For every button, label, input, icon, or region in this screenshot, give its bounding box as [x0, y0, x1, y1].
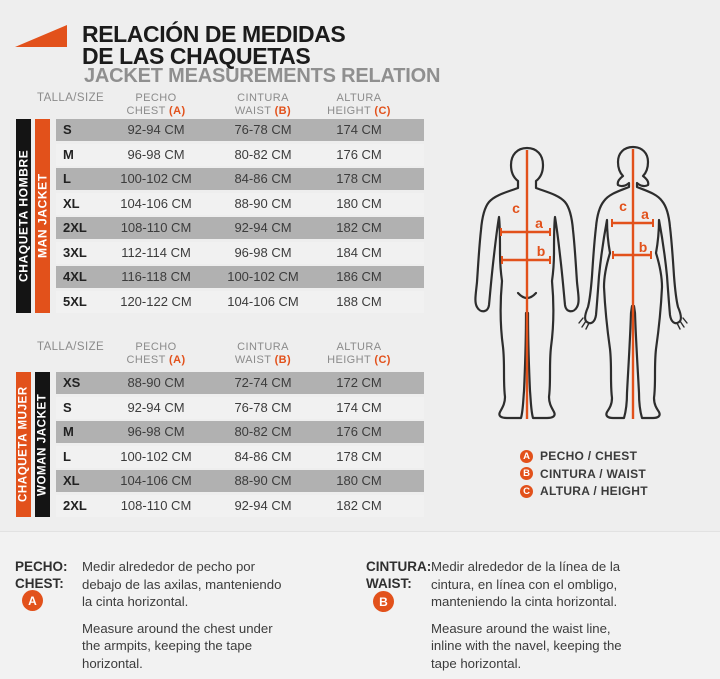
chest-badge-a-icon: A: [22, 590, 43, 611]
legend-badge-a-icon: A: [520, 449, 533, 463]
female-measure-lines: c a b: [611, 149, 654, 419]
column-header-size: TALLA/SIZE: [37, 341, 105, 353]
waist-text-es: Medir alrededor de la línea de la cintur…: [431, 559, 621, 609]
legend-badge-c-icon: C: [520, 484, 533, 498]
legend-badge-b-icon: B: [520, 467, 533, 480]
men-size-table: S 92-94 CM 76-78 CM 174 CM M 96-98 CM 80-82 C…: [56, 119, 424, 313]
men-strip-man-jacket: MAN JACKET: [35, 119, 50, 313]
legend-item-height: C ALTURA / HEIGHT: [520, 484, 648, 498]
waist-text-en: Measure around the waist line, inline wi…: [431, 620, 622, 671]
measuring-instructions: PECHO: CHEST: A Medir alrededor de pecho…: [0, 531, 720, 679]
table-row: 4XL 116-118 CM 100-102 CM 186 CM: [56, 266, 424, 288]
female-label-a: a: [641, 206, 649, 222]
legend-item-waist: B CINTURA / WAIST: [520, 467, 648, 481]
table-row: L 100-102 CM 84-86 CM 178 CM: [56, 168, 424, 190]
waist-key-b: (B): [274, 354, 292, 366]
page-title-en: JACKET MEASUREMENTS RELATION: [84, 65, 441, 87]
column-header-height: ALTURA HEIGHT (C): [327, 92, 391, 117]
women-strip-chaqueta-mujer: CHAQUETA MUJER: [16, 372, 31, 517]
women-size-table: XS 88-90 CM 72-74 CM 172 CM S 92-94 CM 76-78 …: [56, 372, 424, 517]
column-header-height: ALTURA HEIGHT (C): [327, 341, 391, 366]
table-row: 5XL 120-122 CM 104-106 CM 188 CM: [56, 290, 424, 313]
waist-instruction-text: Medir alrededor de la línea de la cintur…: [431, 558, 681, 672]
male-measure-lines: c a b: [500, 150, 551, 419]
table-row: 3XL 112-114 CM 96-98 CM 184 CM: [56, 241, 424, 264]
chest-key-a: (A): [169, 105, 186, 117]
chest-instruction-label: PECHO: CHEST:: [15, 559, 68, 591]
chest-key-a: (A): [169, 354, 186, 366]
column-header-waist: CINTURA WAIST (B): [234, 92, 292, 117]
legend-item-chest: A PECHO / CHEST: [520, 449, 648, 463]
table-row: XS 88-90 CM 72-74 CM 172 CM: [56, 372, 424, 394]
column-header-chest: PECHO CHEST (A): [126, 341, 186, 366]
table-row: XL 104-106 CM 88-90 CM 180 CM: [56, 470, 424, 492]
height-key-c: (C): [374, 354, 391, 366]
waist-instruction-label: CINTURA: WAIST:: [366, 559, 432, 591]
table-row: 2XL 108-110 CM 92-94 CM 182 CM: [56, 494, 424, 517]
table-row: L 100-102 CM 84-86 CM 178 CM: [56, 445, 424, 468]
men-strip-chaqueta-hombre: CHAQUETA HOMBRE: [16, 119, 31, 313]
male-label-b: b: [537, 243, 546, 259]
table-row: M 96-98 CM 80-82 CM 176 CM: [56, 421, 424, 443]
page-title-es-line1: RELACIÓN DE MEDIDAS: [82, 21, 346, 47]
measurement-legend: A PECHO / CHEST B CINTURA / WAIST C ALTU…: [520, 449, 648, 498]
table-row: XL 104-106 CM 88-90 CM 180 CM: [56, 192, 424, 215]
waist-badge-b-icon: B: [373, 591, 394, 612]
page-title-es-line2: DE LAS CHAQUETAS: [82, 43, 311, 69]
height-key-c: (C): [374, 105, 391, 117]
women-strip-woman-jacket: WOMAN JACKET: [35, 372, 50, 517]
male-label-c: c: [512, 200, 520, 216]
table-row: M 96-98 CM 80-82 CM 176 CM: [56, 143, 424, 166]
body-diagrams-svg: c a b c a b: [474, 145, 688, 420]
male-label-a: a: [535, 215, 543, 231]
table-row: 2XL 108-110 CM 92-94 CM 182 CM: [56, 217, 424, 239]
female-label-b: b: [639, 239, 648, 255]
table-row: S 92-94 CM 76-78 CM 174 CM: [56, 396, 424, 419]
chest-instruction-text: Medir alrededor de pecho por debajo de l…: [82, 558, 312, 672]
waist-key-b: (B): [274, 105, 292, 117]
brand-triangle-icon: [15, 25, 67, 47]
column-header-waist: CINTURA WAIST (B): [234, 341, 292, 366]
column-header-size: TALLA/SIZE: [37, 92, 105, 104]
column-header-chest: PECHO CHEST (A): [126, 92, 186, 117]
women-table-header: TALLA/SIZE PECHO CHEST (A) CINTURA WAIST…: [0, 339, 720, 369]
table-row: S 92-94 CM 76-78 CM 174 CM: [56, 119, 424, 141]
chest-text-en: Measure around the chest under the armpi…: [82, 620, 273, 671]
female-label-c: c: [619, 198, 627, 214]
men-table-header: TALLA/SIZE PECHO CHEST (A) CINTURA WAIST…: [0, 90, 720, 120]
chest-text-es: Medir alrededor de pecho por debajo de l…: [82, 559, 282, 609]
measurement-figures: c a b c a b: [455, 112, 715, 447]
